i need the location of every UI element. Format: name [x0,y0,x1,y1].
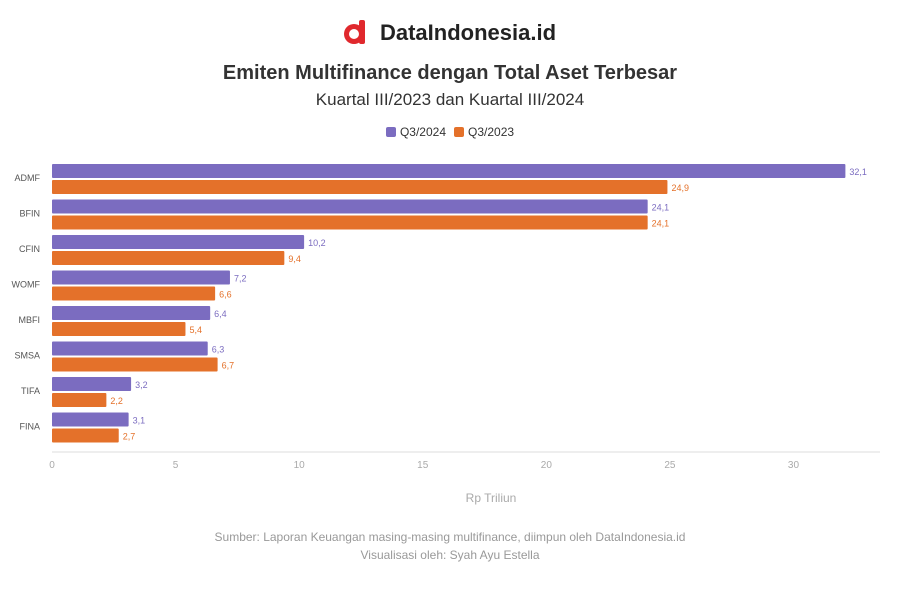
data-label: 2,7 [123,432,136,442]
bar-bfin-q3-2023 [52,215,648,230]
bar-cfin-q3-2024 [52,235,305,249]
bar-cfin-q3-2023 [52,251,285,265]
y-category-label: MBFI [19,315,41,325]
y-category-label: SMSA [14,351,40,361]
data-label: 9,4 [288,254,301,264]
bar-bfin-q3-2024 [52,199,648,214]
brand-header: DataIndonesia.id [0,20,900,46]
source-text: Sumber: Laporan Keuangan masing-masing m… [214,530,686,544]
data-label: 6,6 [219,290,232,300]
bar-fina-q3-2023 [52,428,119,443]
data-label: 24,9 [671,183,689,193]
data-label: 3,1 [133,416,146,426]
data-label: 7,2 [234,274,247,284]
x-tick-label: 5 [173,460,179,471]
x-tick-label: 10 [294,460,306,471]
x-tick-label: 15 [417,460,429,471]
bar-mbfi-q3-2023 [52,322,186,336]
bar-tifa-q3-2024 [52,377,132,391]
data-label: 6,4 [214,309,227,319]
chart-legend: Q3/2024 Q3/2023 [0,125,900,139]
y-category-label: FINA [19,422,40,432]
visualization-credit: Visualisasi oleh: Syah Ayu Estella [360,548,540,562]
x-tick-label: 25 [664,460,676,471]
bar-womf-q3-2023 [52,286,216,301]
x-tick-label: 0 [49,460,55,471]
chart-title: Emiten Multifinance dengan Total Aset Te… [222,62,678,84]
bar-admf-q3-2024 [52,164,846,178]
y-category-label: BFIN [19,209,40,219]
bar-smsa-q3-2024 [52,341,208,356]
chart-subtitle: Kuartal III/2023 dan Kuartal III/2024 [315,90,585,109]
bar-chart: 0 5 10 15 20 25 30 Rp Triliun ADMF 32,1 24,9 BFIN 24… [12,164,880,505]
data-label: 10,2 [308,238,326,248]
x-tick-label: 30 [788,460,800,471]
x-tick-label: 20 [541,460,553,471]
y-category-label: ADMF [15,173,41,183]
y-category-label: WOMF [12,280,41,290]
dataindonesia-logo-icon [343,20,370,46]
legend-item-q3-2024[interactable]: Q3/2024 [385,125,446,139]
y-category-label: TIFA [21,386,40,396]
legend-item-q3-2023[interactable]: Q3/2023 [454,125,514,139]
legend-swatch [454,127,464,137]
data-label: 24,1 [652,219,670,229]
data-label: 6,7 [222,361,235,371]
brand-name: DataIndonesia.id [379,20,557,45]
data-label: 32,1 [849,167,867,177]
legend-label: Q3/2024 [399,125,446,139]
data-label: 2,2 [110,396,123,406]
bar-womf-q3-2024 [52,270,230,285]
data-label: 6,3 [212,345,225,355]
bar-smsa-q3-2023 [52,357,218,372]
data-label: 24,1 [652,203,670,213]
chart-footer: Sumber: Laporan Keuangan masing-masing m… [0,528,900,564]
bar-admf-q3-2023 [52,180,668,194]
data-label: 3,2 [135,380,148,390]
bar-mbfi-q3-2024 [52,306,211,320]
x-axis-label: Rp Triliun [466,491,517,505]
bar-fina-q3-2024 [52,412,129,427]
legend-swatch [385,127,396,137]
bar-tifa-q3-2023 [52,393,107,407]
legend-label: Q3/2023 [468,125,515,139]
data-label: 5,4 [189,325,202,335]
y-category-label: CFIN [19,244,40,254]
